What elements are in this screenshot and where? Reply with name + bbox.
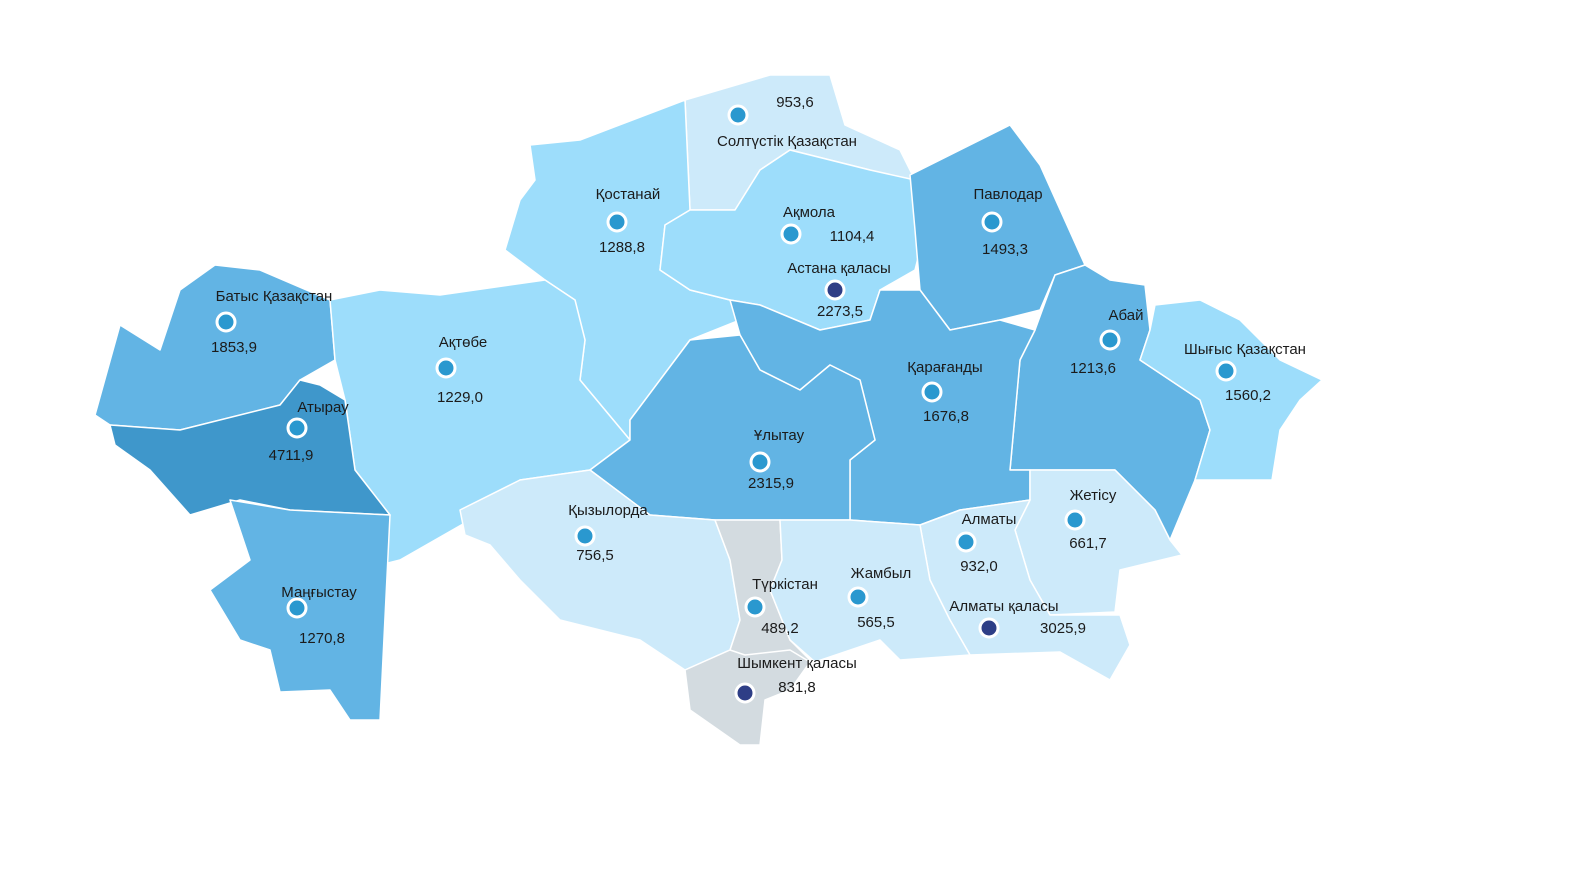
- region-marker-icon[interactable]: [1099, 329, 1121, 351]
- region-name-label: Алматы: [962, 511, 1017, 528]
- region-name-label: Қостанай: [596, 186, 661, 203]
- region-name-label: Солтүстік Қазақстан: [717, 133, 857, 150]
- region-name-label: Жетісу: [1070, 487, 1117, 504]
- region-name-label: Шығыс Қазақстан: [1184, 341, 1306, 358]
- region-shapes: [94, 74, 1323, 746]
- region-value-label: 2315,9: [748, 475, 794, 492]
- region-value-label: 4711,9: [269, 447, 314, 464]
- region-value-label: 661,7: [1069, 535, 1107, 552]
- region-marker-icon[interactable]: [1215, 360, 1237, 382]
- region-marker-icon[interactable]: [780, 223, 802, 245]
- region-value-label: 756,5: [576, 547, 614, 564]
- region-value-label: 489,2: [761, 620, 799, 637]
- region-labels: Солтүстік Қазақстан 953,6 Қостанай 1288,8 Ақ…: [211, 94, 1306, 704]
- city-marker-icon[interactable]: [824, 279, 846, 301]
- region-name-label: Қарағанды: [907, 359, 982, 376]
- region-marker-icon[interactable]: [981, 211, 1003, 233]
- region-value-label: 3025,9: [1040, 620, 1086, 637]
- region-shape[interactable]: [109, 379, 391, 516]
- region-marker-icon[interactable]: [435, 357, 457, 379]
- region-name-label: Ақтөбе: [439, 334, 488, 351]
- region-name-label: Ақмола: [783, 204, 836, 221]
- region-value-label: 1288,8: [599, 239, 645, 256]
- region-value-label: 831,8: [778, 679, 816, 696]
- region-value-label: 953,6: [776, 94, 814, 111]
- region-name-label: Абай: [1109, 307, 1144, 324]
- region-value-label: 932,0: [960, 558, 998, 575]
- region-marker-icon[interactable]: [574, 525, 596, 547]
- region-value-label: 1270,8: [299, 630, 345, 647]
- region-name-label: Атырау: [297, 399, 349, 416]
- city-marker-icon[interactable]: [978, 617, 1000, 639]
- region-shape[interactable]: [769, 519, 971, 663]
- region-name-label: Павлодар: [973, 186, 1042, 203]
- region-marker-icon[interactable]: [286, 597, 308, 619]
- region-value-label: 1493,3: [982, 241, 1028, 258]
- region-marker-icon[interactable]: [955, 531, 977, 553]
- region-value-label: 1104,4: [830, 228, 875, 245]
- region-marker-icon[interactable]: [286, 417, 308, 439]
- region-name-label: Қызылорда: [568, 502, 648, 519]
- region-value-label: 2273,5: [817, 303, 863, 320]
- region-name-label: Алматы қаласы: [949, 598, 1058, 615]
- region-name-label: Маңғыстау: [281, 584, 357, 601]
- region-value-label: 1229,0: [437, 389, 483, 406]
- region-value-label: 565,5: [857, 614, 895, 631]
- region-name-label: Жамбыл: [851, 565, 912, 582]
- region-marker-icon[interactable]: [749, 451, 771, 473]
- region-marker-icon[interactable]: [921, 381, 943, 403]
- region-shape[interactable]: [1139, 299, 1323, 481]
- region-value-label: 1560,2: [1225, 387, 1271, 404]
- region-name-label: Ұлытау: [754, 427, 805, 444]
- region-name-label: Шымкент қаласы: [737, 655, 857, 672]
- region-value-label: 1213,6: [1070, 360, 1116, 377]
- region-value-label: 1676,8: [923, 408, 969, 425]
- region-marker-icon[interactable]: [606, 211, 628, 233]
- city-marker-icon[interactable]: [734, 682, 756, 704]
- region-marker-icon[interactable]: [727, 104, 749, 126]
- region-marker-icon[interactable]: [847, 586, 869, 608]
- region-name-label: Батыс Қазақстан: [216, 288, 333, 305]
- region-marker-icon[interactable]: [744, 596, 766, 618]
- region-name-label: Астана қаласы: [787, 260, 891, 277]
- region-value-label: 1853,9: [211, 339, 257, 356]
- region-marker-icon[interactable]: [1064, 509, 1086, 531]
- region-name-label: Түркістан: [752, 576, 818, 593]
- region-marker-icon[interactable]: [215, 311, 237, 333]
